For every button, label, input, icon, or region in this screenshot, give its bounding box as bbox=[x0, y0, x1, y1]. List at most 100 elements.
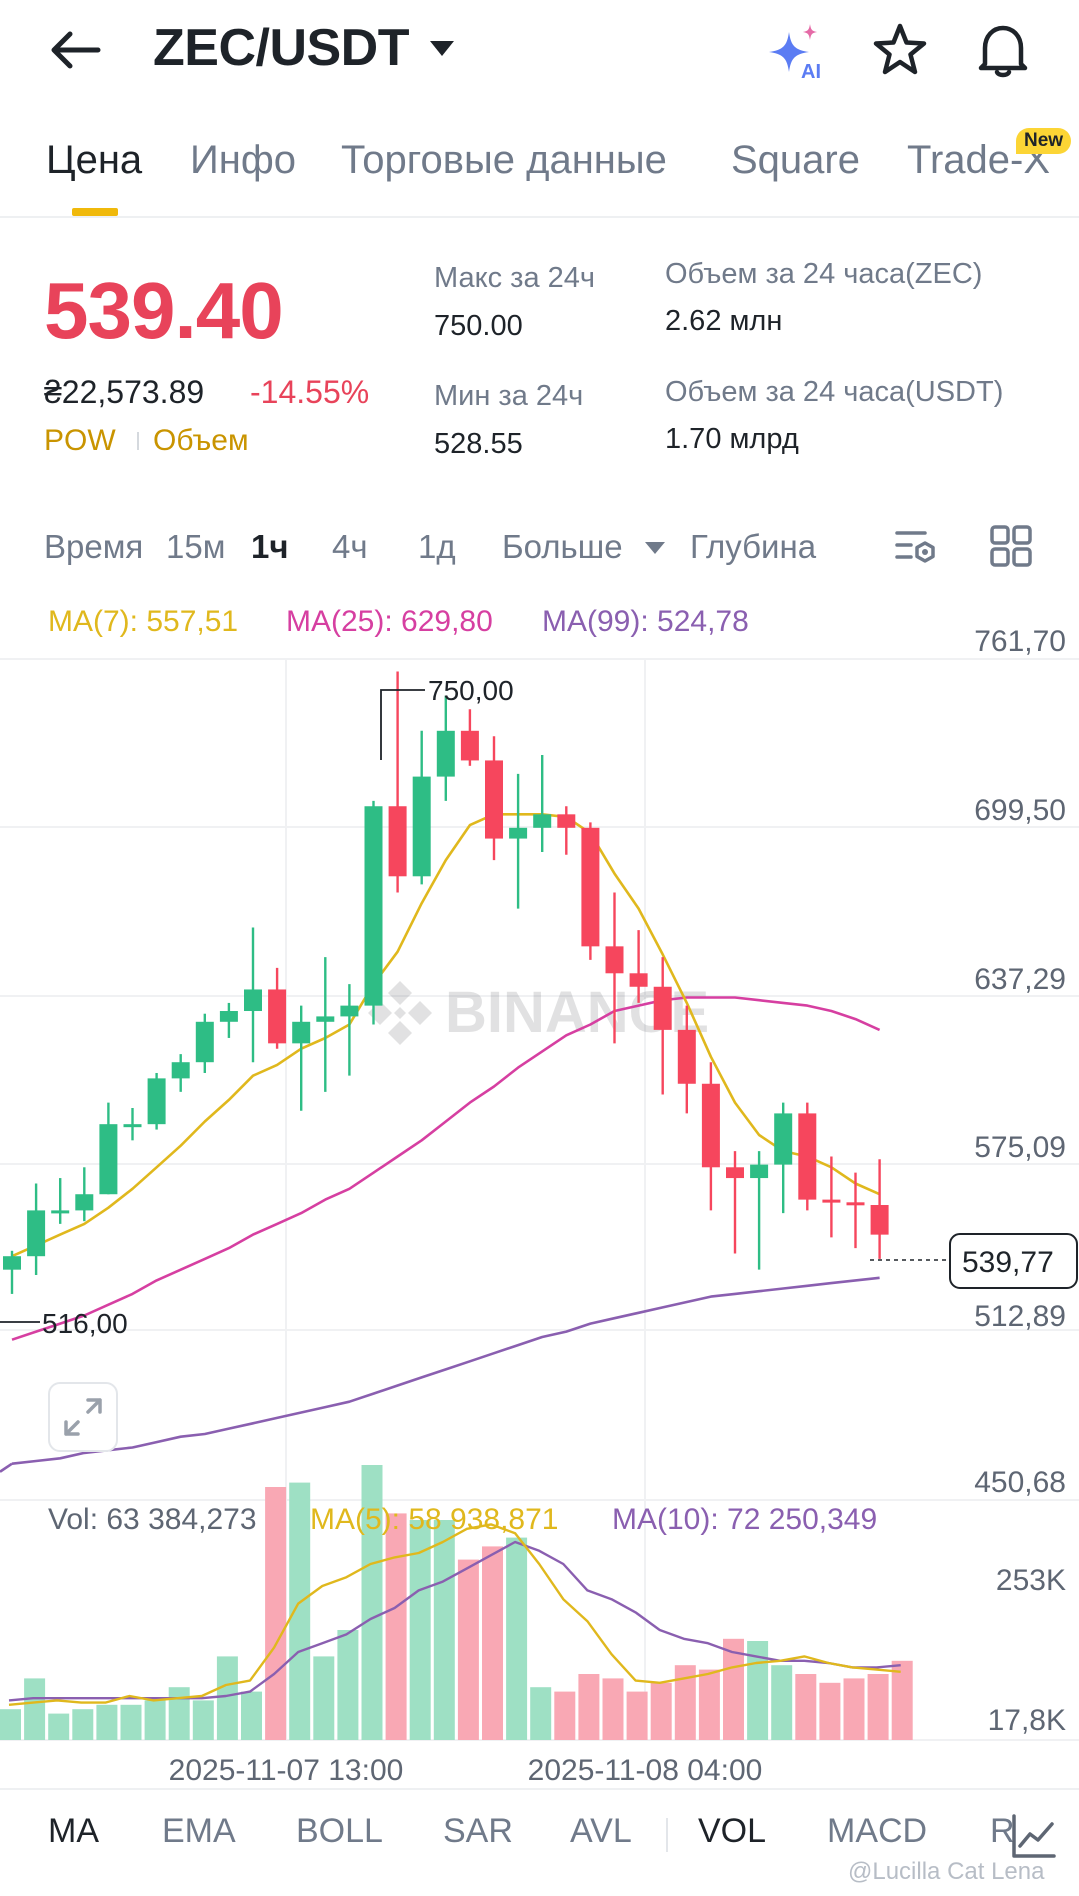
indicator-macd[interactable]: MACD bbox=[827, 1812, 928, 1850]
volume-bar bbox=[409, 1520, 431, 1740]
candle-body bbox=[27, 1210, 46, 1257]
candle-body bbox=[870, 1205, 889, 1235]
volume-bar bbox=[578, 1674, 600, 1740]
price-axis-label: 450,68 bbox=[974, 1466, 1066, 1499]
expand-icon bbox=[64, 1398, 102, 1436]
back-arrow-icon[interactable] bbox=[46, 28, 102, 72]
tab-price[interactable]: Цена bbox=[46, 138, 143, 182]
candle-body bbox=[99, 1124, 118, 1195]
ma99-line-start bbox=[0, 1462, 13, 1473]
pair-dropdown-caret-icon[interactable] bbox=[428, 38, 456, 58]
pair-title[interactable]: ZEC/USDT bbox=[153, 19, 410, 77]
volume-bar bbox=[602, 1678, 624, 1740]
ma7-legend: MA(7): 557,51 bbox=[48, 605, 239, 638]
ma25-line bbox=[11, 996, 881, 1341]
candle-body bbox=[147, 1078, 166, 1125]
candle-body bbox=[629, 973, 648, 987]
ma25-legend: MA(25): 629,80 bbox=[286, 605, 493, 638]
candle-body bbox=[460, 730, 479, 761]
indicator-ma[interactable]: MA bbox=[48, 1812, 99, 1850]
tab-trading-data[interactable]: Торговые данные bbox=[341, 138, 667, 182]
candle-body bbox=[268, 989, 287, 1044]
volume-bar bbox=[289, 1482, 311, 1740]
indicator-ema[interactable]: EMA bbox=[162, 1812, 236, 1850]
volume-bar bbox=[96, 1704, 118, 1740]
low-24h-label: Мин за 24ч bbox=[434, 380, 584, 412]
tag-volume[interactable]: Объем bbox=[153, 424, 249, 457]
volume-bar bbox=[216, 1656, 238, 1740]
more-caret-icon[interactable] bbox=[643, 540, 667, 556]
interval-1d[interactable]: 1д bbox=[418, 528, 456, 565]
fiat-price: ₴22,573.89 bbox=[44, 374, 205, 410]
indicator-rsi[interactable]: R bbox=[990, 1812, 1015, 1850]
candle-body bbox=[774, 1113, 793, 1165]
high-price-marker: 750,00 bbox=[428, 675, 514, 706]
indicator-boll[interactable]: BOLL bbox=[296, 1812, 383, 1850]
interval-1h[interactable]: 1ч bbox=[251, 528, 289, 565]
candle-body bbox=[798, 1113, 817, 1200]
indicator-vol[interactable]: VOL bbox=[698, 1812, 767, 1850]
volume-bar bbox=[723, 1638, 744, 1740]
active-tab-indicator bbox=[72, 208, 118, 216]
candle-body bbox=[292, 1021, 311, 1044]
chart-settings-icon[interactable] bbox=[895, 525, 939, 569]
last-price: 539.40 bbox=[44, 266, 284, 355]
candle-body bbox=[123, 1124, 142, 1128]
volume-bar bbox=[554, 1691, 576, 1740]
interval-4h[interactable]: 4ч bbox=[332, 528, 368, 565]
depth-tab[interactable]: Глубина bbox=[690, 528, 817, 565]
interval-15m[interactable]: 15м bbox=[166, 528, 226, 565]
price-change-percent: -14.55% bbox=[250, 374, 370, 410]
high-24h-label: Макс за 24ч bbox=[434, 262, 596, 294]
interval-more[interactable]: Больше bbox=[502, 528, 623, 565]
price-axis-label: 699,50 bbox=[974, 794, 1066, 827]
candle-body bbox=[3, 1256, 21, 1270]
indicator-settings-icon[interactable] bbox=[1010, 1812, 1058, 1860]
tab-info[interactable]: Инфо bbox=[190, 138, 296, 182]
footer-watermark: @Lucilla Cat Lena bbox=[848, 1858, 1045, 1885]
candle-body bbox=[195, 1021, 214, 1063]
candle-body bbox=[51, 1210, 70, 1214]
candle-body bbox=[653, 986, 672, 1030]
volume-ma5-legend: MA(5): 58 938,871 bbox=[310, 1503, 559, 1536]
candle-body bbox=[677, 1029, 696, 1084]
tag-pow[interactable]: POW bbox=[44, 424, 116, 457]
candle-body bbox=[822, 1199, 841, 1203]
volume-bar bbox=[72, 1709, 94, 1740]
candle-body bbox=[219, 1011, 238, 1022]
volume-ma-lines bbox=[8, 1523, 901, 1706]
ai-sparkle-icon[interactable]: AI bbox=[765, 20, 827, 80]
fullscreen-button[interactable] bbox=[48, 1382, 118, 1452]
candle-body bbox=[581, 827, 600, 947]
price-axis-label: 761,70 bbox=[974, 625, 1066, 658]
candle-body bbox=[533, 814, 552, 828]
ma7-line bbox=[11, 812, 881, 1258]
favorite-star-icon[interactable] bbox=[872, 22, 928, 78]
candle-body bbox=[412, 776, 431, 877]
time-axis-label: 2025-11-07 13:00 bbox=[169, 1754, 404, 1787]
volume-ma5-line bbox=[8, 1523, 901, 1706]
indicator-sar[interactable]: SAR bbox=[443, 1812, 513, 1850]
tab-square[interactable]: Square bbox=[731, 138, 860, 182]
volume-bar bbox=[626, 1691, 648, 1740]
layout-grid-icon[interactable] bbox=[990, 525, 1032, 567]
ma99-legend: MA(99): 524,78 bbox=[542, 605, 749, 638]
volume-bar bbox=[361, 1465, 383, 1740]
volume-bar bbox=[819, 1682, 841, 1740]
notification-bell-icon[interactable] bbox=[975, 20, 1031, 80]
top-bar: ZEC/USDT AI bbox=[0, 0, 1079, 100]
last-price-tag: 539,77 bbox=[962, 1246, 1054, 1279]
last-price-tag-box bbox=[949, 1233, 1078, 1289]
interval-time[interactable]: Время bbox=[44, 528, 144, 565]
volume-quote-value: 1.70 млрд bbox=[665, 423, 799, 455]
ma99-line bbox=[11, 1276, 880, 1465]
volume-bar bbox=[867, 1674, 889, 1740]
candle-body bbox=[436, 730, 455, 777]
volume-bar bbox=[457, 1559, 479, 1740]
candle-body bbox=[605, 946, 624, 974]
indicator-avl[interactable]: AVL bbox=[570, 1812, 632, 1850]
volume-bar bbox=[891, 1660, 913, 1740]
volume-bar bbox=[337, 1630, 359, 1740]
candle-body bbox=[846, 1202, 865, 1206]
